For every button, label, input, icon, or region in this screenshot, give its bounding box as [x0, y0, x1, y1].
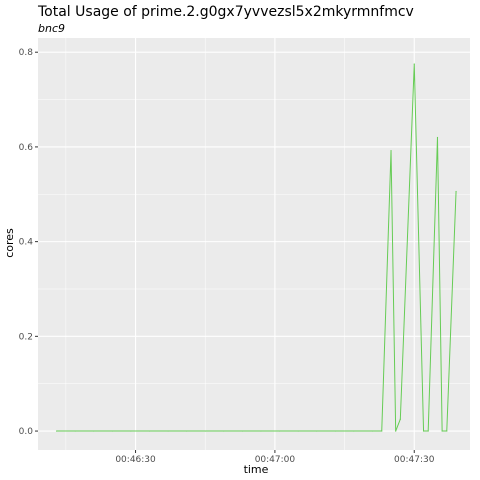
series-point — [74, 430, 76, 432]
y-axis-ticks: 0.0 0.2 0.4 0.6 0.8 — [19, 48, 38, 437]
series-point — [55, 430, 58, 432]
series-point — [241, 430, 243, 432]
series-point — [204, 430, 206, 432]
series-point — [316, 430, 318, 432]
x-tick-label: 00:47:00 — [255, 455, 296, 465]
grid-minor — [38, 38, 470, 450]
series-point — [111, 430, 113, 432]
x-tick-label: 00:47:30 — [394, 455, 435, 465]
series-point — [167, 430, 169, 432]
series-point — [436, 136, 439, 139]
series-point — [93, 430, 95, 432]
series-layer — [55, 63, 457, 432]
series-point — [399, 418, 401, 420]
y-axis-title: cores — [3, 228, 16, 258]
x-axis-ticks: 00:46:30 00:47:00 00:47:30 — [115, 450, 435, 465]
plot-panel — [38, 38, 470, 450]
series-point — [278, 430, 281, 432]
series-point — [260, 430, 262, 432]
series-point — [297, 430, 299, 432]
series-point — [371, 430, 374, 432]
series-point — [186, 430, 188, 432]
chart-title: Total Usage of prime.2.g0gx7yvvezsl5x2mk… — [37, 4, 414, 20]
y-tick-label: 0.6 — [19, 143, 34, 153]
series-point — [427, 430, 429, 432]
chart-subtitle: bnc9 — [38, 22, 65, 35]
series-point — [334, 430, 336, 432]
series-point — [390, 150, 392, 152]
series-point — [422, 430, 425, 432]
series-point — [381, 430, 383, 432]
x-tick-label: 00:46:30 — [115, 455, 156, 465]
series-point — [413, 63, 415, 65]
series-point — [441, 430, 443, 432]
series-point — [130, 430, 132, 432]
series-point — [353, 430, 355, 432]
y-tick-label: 0.4 — [19, 238, 34, 248]
series-point — [223, 430, 225, 432]
series-point — [148, 430, 151, 432]
y-tick-label: 0.0 — [19, 427, 34, 437]
y-tick-label: 0.2 — [19, 332, 33, 342]
y-tick-label: 0.8 — [19, 48, 34, 58]
x-axis-title: time — [244, 463, 269, 476]
series-point — [455, 190, 457, 193]
series-point — [395, 430, 397, 432]
series-point — [446, 430, 448, 432]
